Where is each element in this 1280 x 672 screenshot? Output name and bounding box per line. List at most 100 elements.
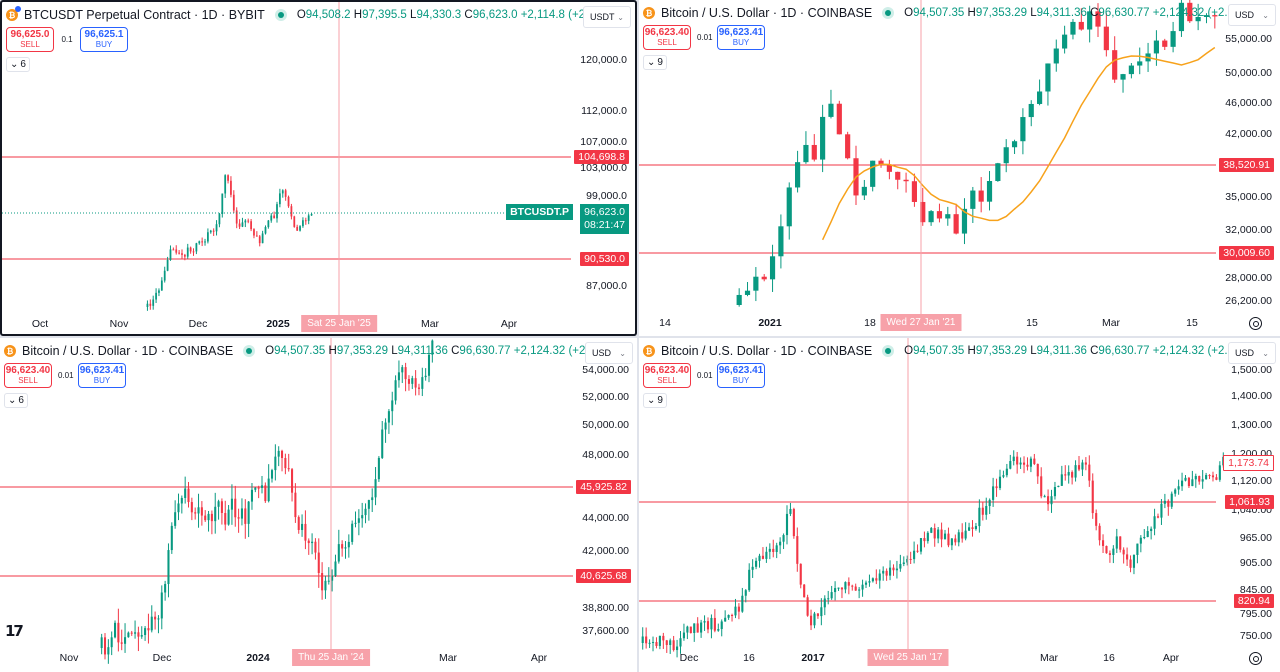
currency-selector[interactable]: USD ⌄ (1228, 342, 1276, 364)
time-axis-label: Apr (1162, 652, 1180, 664)
ohlc-values: O94,507.35 H97,353.29 L94,311.36 C96,630… (904, 7, 1255, 19)
bitcoin-icon: ₿ (4, 345, 16, 357)
symbol-legend: ₿ Bitcoin / U.S. Dollar · 1D · COINBASE … (643, 6, 1254, 20)
price-axis-label: 48,000.00 (582, 449, 629, 461)
chevron-down-icon: ⌄ (647, 395, 656, 406)
market-open-icon (274, 9, 287, 21)
sell-button[interactable]: 96,623.40 SELL (643, 363, 691, 388)
horizontal-line-price-tag: 104,698.8 (574, 150, 629, 164)
horizontal-line-price-tag: 40,625.68 (576, 569, 631, 583)
sell-button[interactable]: 96,623.40 SELL (4, 363, 52, 388)
price-axis-label: 50,000.00 (1225, 67, 1272, 79)
time-axis-label: Mar (1039, 652, 1059, 664)
time-axis-label: Apr (530, 652, 548, 664)
trade-buttons: 96,623.40 SELL 0.01 96,623.41 BUY (643, 363, 765, 388)
buy-button[interactable]: 96,625.1 BUY (80, 27, 128, 52)
currency-selector[interactable]: USDT ⌄ (583, 6, 631, 28)
horizontal-line-price-tag: 90,530.0 (580, 252, 629, 266)
horizontal-line-price-tag: 30,009.60 (1219, 246, 1274, 260)
price-axis-label: 44,000.00 (582, 512, 629, 524)
price-axis-label: 42,000.00 (1225, 128, 1272, 140)
price-axis-label: 42,000.00 (582, 545, 629, 557)
chevron-down-icon: ⌄ (1262, 10, 1269, 20)
time-axis-label: Dec (152, 652, 172, 664)
chart-pane-coinbase-2017[interactable]: ₿ Bitcoin / U.S. Dollar · 1D · COINBASE … (639, 338, 1280, 672)
ohlc-values: O94,507.35 H97,353.29 L94,311.36 C96,630… (265, 345, 616, 357)
price-axis-label: 26,200.00 (1225, 295, 1272, 307)
bitcoin-icon: ₿ (643, 345, 655, 357)
price-axis-label: 55,000.00 (1225, 33, 1272, 45)
tradingview-logo[interactable]: 17 (5, 622, 24, 640)
currency-selector[interactable]: USD ⌄ (585, 342, 633, 364)
crosshair-date-label: Thu 25 Jan '24 (292, 649, 370, 666)
time-axis-label: Nov (59, 652, 79, 664)
price-axis-label: 54,000.00 (582, 364, 629, 376)
chart-pane-bybit-btcusdt[interactable]: ₿ BTCUSDT Perpetual Contract · 1D · BYBI… (0, 0, 637, 336)
time-axis-label: Nov (109, 318, 129, 330)
ohlc-values: O94,507.35 H97,353.29 L94,311.36 C96,630… (904, 345, 1255, 357)
chevron-down-icon: ⌄ (617, 12, 624, 22)
time-axis-label: 2024 (246, 652, 270, 664)
time-axis-label: 18 (864, 317, 876, 329)
horizontal-line-price-tag: 820.94 (1233, 594, 1274, 608)
price-axis-label: 87,000.0 (586, 280, 627, 292)
chart-pane-coinbase-2021[interactable]: ₿ Bitcoin / U.S. Dollar · 1D · COINBASE … (639, 0, 1280, 336)
buy-button[interactable]: 96,623.41 BUY (717, 25, 765, 50)
market-open-icon (882, 345, 895, 357)
time-axis-label: Mar (438, 652, 458, 664)
chevron-down-icon: ⌄ (647, 57, 656, 68)
candlestick-chart[interactable] (0, 338, 637, 672)
time-axis-label: Mar (420, 318, 440, 330)
time-axis-label: 16 (1103, 652, 1115, 664)
chevron-down-icon: ⌄ (1262, 348, 1269, 358)
price-axis-label: 35,000.00 (1225, 191, 1272, 203)
chevron-down-icon: ⌄ (10, 59, 19, 70)
last-price-tag: 1,173.74 (1223, 455, 1274, 471)
buy-button[interactable]: 96,623.41 BUY (717, 363, 765, 388)
symbol-title[interactable]: Bitcoin / U.S. Dollar · 1D · COINBASE (22, 344, 234, 358)
price-axis-label: 107,000.0 (580, 136, 627, 148)
time-axis-label: Apr (500, 318, 518, 330)
trade-buttons: 96,623.40 SELL 0.01 96,623.41 BUY (643, 25, 765, 50)
crosshair-date-label: Wed 27 Jan '21 (880, 314, 962, 331)
chevron-down-icon: ⌄ (8, 395, 17, 406)
trade-buttons: 96,625.0 SELL 0.1 96,625.1 BUY (6, 27, 128, 52)
price-axis-label: 120,000.0 (580, 54, 627, 66)
candlestick-chart[interactable] (639, 338, 1280, 672)
indicators-collapse-toggle[interactable]: ⌄ 9 (643, 55, 667, 70)
chart-pane-coinbase-2024[interactable]: ₿ Bitcoin / U.S. Dollar · 1D · COINBASE … (0, 338, 637, 672)
symbol-title[interactable]: Bitcoin / U.S. Dollar · 1D · COINBASE (661, 344, 873, 358)
symbol-title[interactable]: BTCUSDT Perpetual Contract · 1D · BYBIT (24, 8, 265, 22)
spread-value: 0.01 (58, 371, 74, 380)
symbol-title[interactable]: Bitcoin / U.S. Dollar · 1D · COINBASE (661, 6, 873, 20)
chevron-down-icon: ⌄ (619, 348, 626, 358)
time-axis-label: 15 (1186, 317, 1198, 329)
time-axis-label: 16 (743, 652, 755, 664)
price-axis-label: 795.00 (1239, 608, 1272, 620)
sell-button[interactable]: 96,625.0 SELL (6, 27, 54, 52)
spread-value: 0.1 (61, 35, 73, 44)
bybit-btc-icon: ₿ (6, 6, 21, 21)
sell-button[interactable]: 96,623.40 SELL (643, 25, 691, 50)
symbol-legend: ₿ Bitcoin / U.S. Dollar · 1D · COINBASE … (643, 344, 1254, 358)
indicators-collapse-toggle[interactable]: ⌄ 9 (643, 393, 667, 408)
indicators-collapse-toggle[interactable]: ⌄ 6 (4, 393, 28, 408)
time-axis-label: 2021 (758, 317, 782, 329)
market-open-icon (882, 7, 895, 19)
price-axis-label: 50,000.00 (582, 419, 629, 431)
time-axis-label: 15 (1026, 317, 1038, 329)
currency-selector[interactable]: USD ⌄ (1228, 4, 1276, 26)
indicators-collapse-toggle[interactable]: ⌄ 6 (6, 57, 30, 72)
price-axis-label: 99,000.0 (586, 190, 627, 202)
bar-countdown: 08:21:47 (584, 219, 625, 231)
time-axis-label: Dec (679, 652, 699, 664)
candlestick-chart[interactable] (2, 2, 635, 334)
bitcoin-icon: ₿ (643, 7, 655, 19)
spread-value: 0.01 (697, 371, 713, 380)
buy-button[interactable]: 96,623.41 BUY (78, 363, 126, 388)
chart-settings-gear-icon[interactable] (1249, 317, 1262, 330)
candlestick-chart[interactable] (639, 0, 1280, 336)
symbol-legend: ₿ Bitcoin / U.S. Dollar · 1D · COINBASE … (4, 344, 615, 358)
symbol-legend: ₿ BTCUSDT Perpetual Contract · 1D · BYBI… (6, 6, 615, 22)
chart-settings-gear-icon[interactable] (1249, 652, 1262, 665)
